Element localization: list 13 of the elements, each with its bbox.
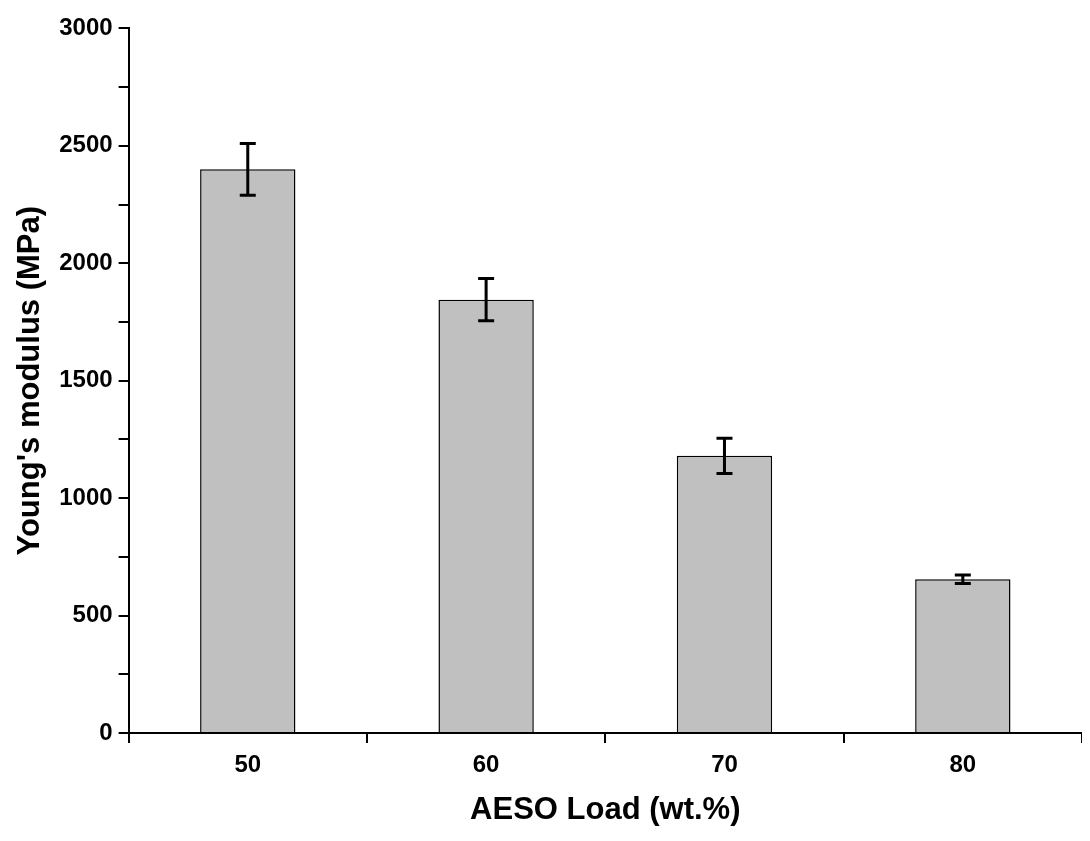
y-axis-title: Young's modulus (MPa) (11, 205, 47, 556)
y-tick-label: 3000 (59, 13, 113, 41)
y-tick-label: 1000 (59, 482, 113, 510)
y-tick-label: 1500 (59, 365, 113, 393)
y-tick-label: 2000 (59, 247, 113, 275)
x-tick-label: 70 (711, 750, 738, 778)
x-tick-label: 50 (234, 750, 262, 778)
y-tick-label: 0 (99, 717, 113, 745)
y-tick-label: 2500 (59, 130, 113, 158)
x-tick-label: 80 (949, 750, 977, 778)
x-tick-label: 60 (472, 750, 500, 778)
x-axis-title: AESO Load (wt.%) (470, 790, 741, 826)
y-tick-label: 500 (72, 600, 113, 628)
